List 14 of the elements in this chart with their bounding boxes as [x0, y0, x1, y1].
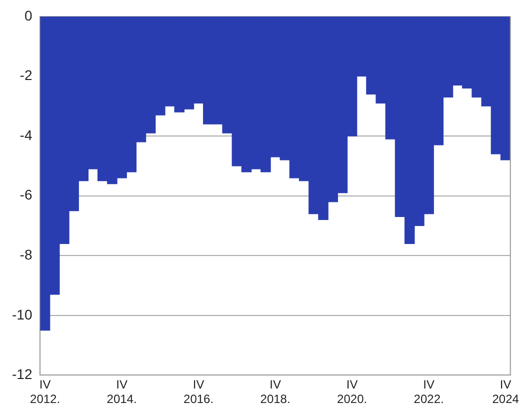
x-tick-label: IV 2016. — [184, 378, 214, 406]
x-tick-label: IV 2018. — [260, 378, 290, 406]
y-tick-label: -6 — [20, 186, 32, 203]
x-tick-label: IV 2022. — [414, 378, 444, 406]
y-tick-label: 0 — [24, 7, 32, 24]
y-tick-label: -12 — [12, 366, 32, 382]
y-tick-label: -10 — [12, 306, 32, 322]
x-tick-label: IV 2024 — [492, 378, 520, 406]
y-tick-label: -4 — [20, 126, 32, 143]
y-tick-label: -2 — [20, 67, 32, 84]
y-tick-label: -8 — [20, 246, 32, 262]
x-tick-label: IV 2014. — [106, 378, 137, 406]
x-tick-label: IV 2012. — [30, 378, 60, 406]
x-tick-label: IV 2020. — [337, 378, 368, 406]
